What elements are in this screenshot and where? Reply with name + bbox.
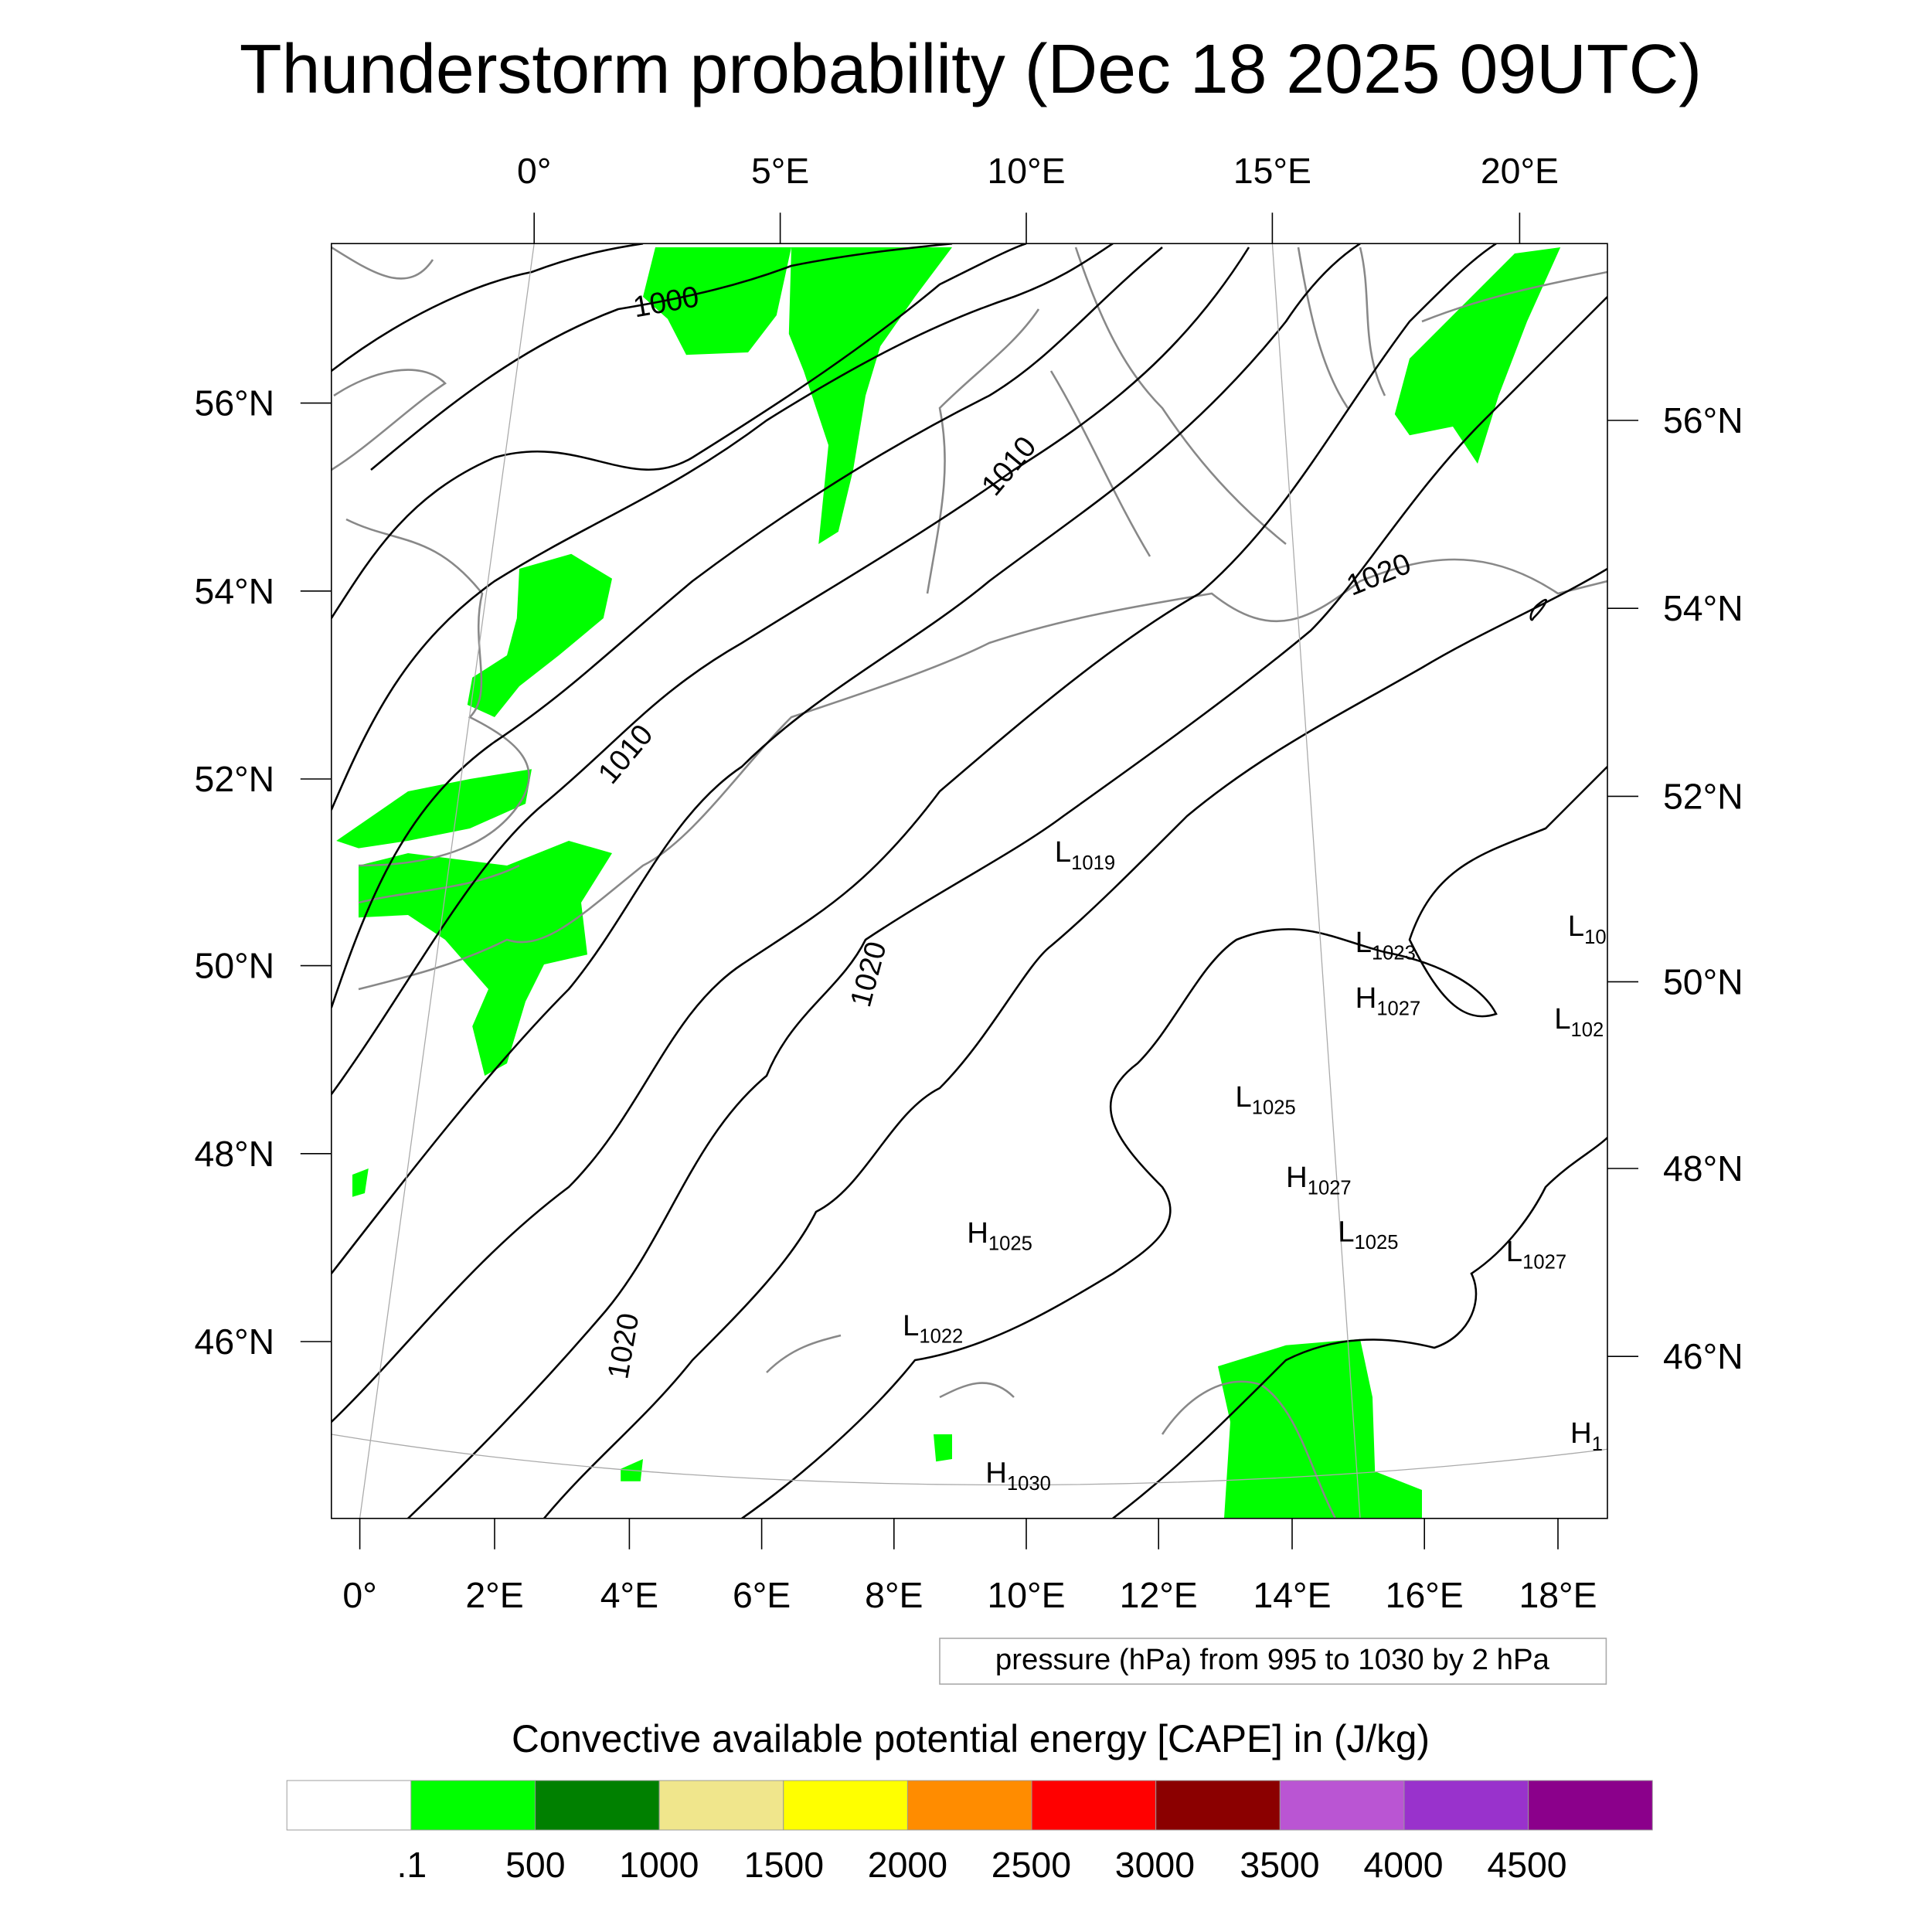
colorbar-swatch xyxy=(658,1780,784,1831)
left-tick-label: 48°N xyxy=(195,1134,275,1174)
right-tick-label: 56°N xyxy=(1663,400,1743,440)
top-tick-label: 20°E xyxy=(1481,151,1559,191)
high-pressure-center: H1027 xyxy=(1355,981,1421,1020)
isobar-label: 1010 xyxy=(975,430,1043,502)
bottom-tick-label: 18°E xyxy=(1519,1575,1597,1615)
isobar-label: 1020 xyxy=(844,938,893,1011)
isobar-label: 1010 xyxy=(592,718,660,790)
isobar-label: 1020 xyxy=(601,1311,645,1382)
bottom-tick-label: 10°E xyxy=(987,1575,1065,1615)
colorbar-label: 3500 xyxy=(1240,1845,1319,1885)
map-area: 1000 1010 1010 1020 1020 1020 L1019 L102… xyxy=(331,243,1607,1519)
low-pressure-center: L10 xyxy=(1568,910,1607,948)
colorbar-swatch xyxy=(783,1780,908,1831)
colorbar-label: 500 xyxy=(505,1845,565,1885)
pressure-centers: L1019 L1023 H1027 L10 L102 L1025 H1027 H… xyxy=(903,835,1607,1495)
colorbar xyxy=(286,1780,1653,1831)
colorbar-swatch xyxy=(1155,1780,1281,1831)
left-tick-label: 54°N xyxy=(195,571,275,611)
left-tick-label: 50°N xyxy=(195,946,275,986)
colorbar-labels: .1 500 1000 1500 2000 2500 3000 3500 400… xyxy=(396,1845,1566,1885)
colorbar-label: 1500 xyxy=(744,1845,824,1885)
isobars xyxy=(331,243,1607,1519)
colorbar-swatch xyxy=(410,1780,536,1831)
low-pressure-center: L1027 xyxy=(1506,1235,1566,1274)
high-pressure-center: H1 xyxy=(1570,1417,1603,1455)
right-tick-label: 50°N xyxy=(1663,961,1743,1002)
low-pressure-center: L1023 xyxy=(1355,926,1416,964)
low-pressure-center: L1025 xyxy=(1338,1215,1398,1253)
top-longitude-ticks xyxy=(533,213,1521,244)
bottom-tick-label: 16°E xyxy=(1386,1575,1464,1615)
bottom-tick-label: 8°E xyxy=(865,1575,923,1615)
colorbar-swatch xyxy=(1403,1780,1529,1831)
contour-info-box xyxy=(939,1638,1607,1685)
colorbar-swatch xyxy=(1528,1780,1653,1831)
map-frame xyxy=(331,243,1608,1519)
right-tick-label: 52°N xyxy=(1663,776,1743,816)
bottom-tick-label: 2°E xyxy=(465,1575,523,1615)
colorbar-swatch xyxy=(1279,1780,1405,1831)
top-tick-label: 10°E xyxy=(987,151,1065,191)
right-tick-label: 46°N xyxy=(1663,1336,1743,1376)
bottom-tick-label: 6°E xyxy=(733,1575,791,1615)
isobar-label: 1020 xyxy=(1342,547,1415,603)
high-pressure-center: H1027 xyxy=(1286,1161,1352,1199)
top-tick-label: 0° xyxy=(517,151,551,191)
colorbar-label: .1 xyxy=(396,1845,427,1885)
left-latitude-ticks xyxy=(300,402,332,1342)
contour-info-text: pressure (hPa) from 995 to 1030 by 2 hPa xyxy=(995,1643,1550,1676)
left-tick-label: 46°N xyxy=(195,1321,275,1362)
right-latitude-ticks xyxy=(1607,420,1638,1357)
colorbar-swatch xyxy=(906,1780,1032,1831)
low-pressure-center: L1025 xyxy=(1235,1080,1295,1119)
top-tick-label: 15°E xyxy=(1233,151,1311,191)
coastlines xyxy=(331,246,1607,1519)
high-pressure-center: H1025 xyxy=(967,1216,1032,1255)
bottom-tick-label: 4°E xyxy=(600,1575,658,1615)
colorbar-label: 1000 xyxy=(619,1845,699,1885)
high-pressure-center: H1030 xyxy=(985,1456,1051,1495)
colorbar-label: 2000 xyxy=(868,1845,947,1885)
left-tick-label: 52°N xyxy=(195,759,275,799)
colorbar-swatch xyxy=(1031,1780,1157,1831)
legend-title: Convective available potential energy [C… xyxy=(512,1717,1430,1760)
right-tick-label: 54°N xyxy=(1663,588,1743,628)
bottom-longitude-ticks xyxy=(359,1518,1559,1549)
bottom-tick-label: 0° xyxy=(342,1575,376,1615)
low-pressure-center: L1022 xyxy=(903,1309,963,1348)
colorbar-swatch xyxy=(534,1780,660,1831)
bottom-tick-label: 12°E xyxy=(1120,1575,1198,1615)
left-tick-label: 56°N xyxy=(195,383,275,423)
graticule xyxy=(331,243,1607,1519)
colorbar-label: 4000 xyxy=(1363,1845,1443,1885)
colorbar-label: 3000 xyxy=(1115,1845,1195,1885)
low-pressure-center: L1019 xyxy=(1055,835,1115,874)
colorbar-label: 2500 xyxy=(992,1845,1071,1885)
colorbar-swatch xyxy=(286,1780,412,1831)
right-tick-label: 48°N xyxy=(1663,1148,1743,1189)
low-pressure-center: L102 xyxy=(1554,1002,1604,1041)
colorbar-label: 4500 xyxy=(1487,1845,1566,1885)
bottom-tick-label: 14°E xyxy=(1253,1575,1331,1615)
top-tick-label: 5°E xyxy=(751,151,809,191)
figure-title: Thunderstorm probability (Dec 18 2025 09… xyxy=(240,30,1702,107)
cape-fill-areas xyxy=(336,247,1561,1519)
